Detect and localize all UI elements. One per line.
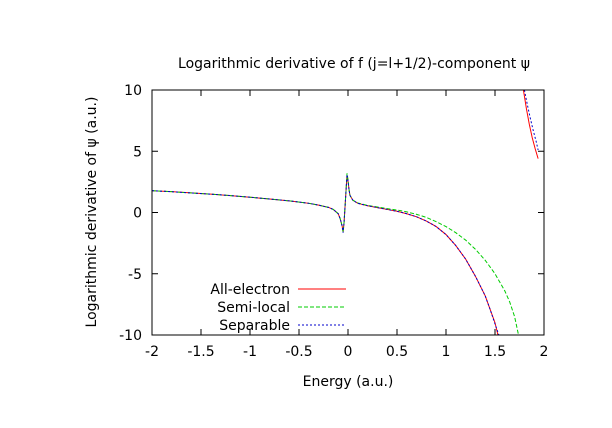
x-tick-label: 1.5 <box>484 344 506 360</box>
x-tick-label: -0.5 <box>285 344 312 360</box>
y-axis-label: Logarithmic derivative of ψ (a.u.) <box>84 97 100 328</box>
x-tick-label: 0.5 <box>386 344 408 360</box>
legend-label: Separable <box>219 318 290 334</box>
legend-label: Semi-local <box>217 300 290 316</box>
legend-label: All-electron <box>210 282 290 298</box>
x-tick-label: -1.5 <box>187 344 214 360</box>
x-tick-label: 2 <box>540 344 549 360</box>
y-tick-label: 0 <box>133 206 142 222</box>
series-line <box>523 90 539 151</box>
x-tick-label: -2 <box>145 344 159 360</box>
x-tick-label: 0 <box>344 344 353 360</box>
y-tick-label: -10 <box>119 328 142 344</box>
legend: All-electron Semi-local Separable <box>210 282 346 334</box>
series-line <box>522 90 539 159</box>
series-line <box>152 174 500 335</box>
ticks-layer: -2 -1.5 -1 -0.5 0 0.5 1 1.5 2 -10 -5 0 5 10 <box>119 83 548 360</box>
series-line <box>152 175 499 335</box>
series-semi-local <box>152 173 520 335</box>
series-layer <box>152 90 539 335</box>
y-tick-label: 10 <box>124 83 142 99</box>
y-tick-label: 5 <box>133 144 142 160</box>
series-line <box>152 173 520 335</box>
y-tick-label: -5 <box>128 267 142 283</box>
x-tick-label: -1 <box>243 344 257 360</box>
series-separable <box>152 90 539 335</box>
x-axis-label: Energy (a.u.) <box>303 374 394 390</box>
chart-title: Logarithmic derivative of f (j=l+1/2)-co… <box>178 56 530 72</box>
x-tick-label: 1 <box>442 344 451 360</box>
plot-frame <box>151 89 545 336</box>
